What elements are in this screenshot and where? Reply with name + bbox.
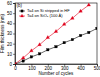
x-tick: 100 bbox=[28, 64, 36, 71]
data-point bbox=[54, 29, 57, 32]
x-tick-label: 500 bbox=[94, 66, 100, 71]
y-tick: 40 bbox=[7, 21, 15, 26]
data-point bbox=[62, 22, 65, 25]
data-point bbox=[71, 38, 73, 40]
data-point bbox=[79, 9, 82, 12]
legend-marker bbox=[20, 14, 23, 17]
data-point bbox=[87, 3, 90, 6]
chart: 01002003004005000102030405060Ta4 on Si s… bbox=[0, 0, 100, 77]
x-axis-title: Number of cycles bbox=[39, 71, 75, 76]
y-tick: 30 bbox=[7, 31, 15, 36]
panel-label: (b) bbox=[17, 3, 23, 8]
y-tick-mark bbox=[13, 44, 15, 45]
x-tick: 500 bbox=[94, 64, 100, 71]
data-point bbox=[30, 56, 32, 58]
data-point bbox=[55, 46, 57, 48]
data-point bbox=[96, 27, 97, 29]
data-point bbox=[88, 31, 90, 33]
y-tick-mark bbox=[13, 23, 15, 24]
y-tick-label: 0 bbox=[9, 62, 12, 67]
y-tick-mark bbox=[13, 64, 15, 65]
x-tick-label: 400 bbox=[77, 66, 85, 71]
y-axis: 0 10 20 30 40 50 60 bbox=[7, 1, 16, 67]
legend-marker bbox=[21, 10, 23, 12]
x-tick-label: 100 bbox=[28, 66, 36, 71]
data-point bbox=[38, 53, 40, 55]
plot-frame bbox=[15, 3, 97, 64]
data-point bbox=[63, 41, 65, 43]
y-tick: 0 bbox=[9, 62, 15, 67]
data-point bbox=[71, 16, 74, 19]
legend-label: Ta4 on SiO₂ (100 Å) bbox=[27, 13, 63, 18]
y-tick-mark bbox=[13, 34, 15, 35]
y-tick-mark bbox=[13, 13, 15, 14]
x-tick: 0 bbox=[14, 64, 17, 71]
data-point bbox=[21, 56, 24, 59]
series-line bbox=[15, 28, 97, 64]
data-point bbox=[79, 34, 81, 36]
x-tick-label: 0 bbox=[14, 66, 17, 71]
y-tick-label: 40 bbox=[7, 21, 13, 26]
y-tick-label: 20 bbox=[7, 42, 13, 47]
series-line bbox=[15, 5, 89, 64]
data-point bbox=[15, 62, 17, 64]
x-tick: 400 bbox=[77, 64, 85, 71]
y-tick: 50 bbox=[7, 11, 15, 16]
legend-line bbox=[19, 11, 25, 12]
data-point bbox=[46, 36, 49, 39]
y-tick: 10 bbox=[7, 52, 15, 57]
plot: 01002003004005000102030405060Ta4 on Si s… bbox=[7, 1, 100, 71]
y-axis-line bbox=[13, 4, 16, 65]
data-point bbox=[47, 49, 49, 51]
data-point bbox=[30, 49, 33, 52]
y-tick-label: 30 bbox=[7, 31, 13, 36]
y-tick: 20 bbox=[7, 42, 15, 47]
y-tick-label: 10 bbox=[7, 52, 13, 57]
legend: Ta4 on Si stripped in HFTa4 on SiO₂ (100… bbox=[19, 8, 70, 18]
y-axis-title: Film thickness (nm) bbox=[0, 14, 5, 54]
data-area bbox=[15, 3, 97, 64]
data-point bbox=[38, 43, 41, 46]
y-tick-mark bbox=[13, 3, 15, 4]
y-tick-mark bbox=[13, 54, 15, 55]
y-tick-label: 60 bbox=[7, 1, 13, 6]
y-tick: 60 bbox=[7, 1, 15, 6]
data-point bbox=[22, 60, 24, 62]
y-tick-label: 50 bbox=[7, 11, 13, 16]
